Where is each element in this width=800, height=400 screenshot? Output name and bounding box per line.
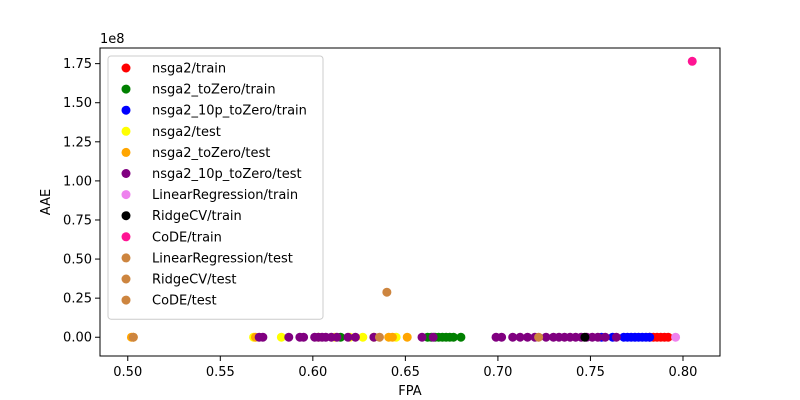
data-point-nsga2-10p-tozero-test [611, 332, 621, 342]
legend-box [107, 55, 324, 320]
data-point-nsga2-10p-tozero-test [541, 332, 551, 342]
legend-entry-label: RidgeCV/test [152, 273, 236, 288]
y-tick-label: 1.00 [63, 174, 92, 189]
data-point-linearregression-test [534, 332, 544, 342]
data-point-ridgecv-test [382, 287, 392, 297]
data-point-code-train [687, 56, 697, 66]
legend-marker [121, 169, 131, 178]
data-point-linearregression-train [671, 332, 681, 342]
x-tick-label: 0.55 [206, 365, 235, 380]
y-tick-label: 0.50 [63, 253, 92, 268]
y-tick-label: 0.00 [63, 331, 92, 346]
x-tick-label: 0.60 [298, 365, 327, 380]
y-tick-label: 0.75 [63, 213, 92, 228]
data-point-nsga2-10p-tozero-test [593, 332, 603, 342]
legend-entry-label: nsga2/train [152, 62, 226, 77]
x-tick-label: 0.70 [483, 365, 512, 380]
data-point-nsga2-tozero-train [456, 332, 466, 342]
x-tick-label: 0.80 [669, 365, 698, 380]
legend-marker [121, 274, 131, 284]
data-point-nsga2-10p-tozero-test [299, 332, 309, 342]
y-axis-label: AAE [39, 189, 54, 215]
data-point-nsga2-10p-tozero-train [645, 332, 655, 342]
legend-entry-label: RidgeCV/train [152, 209, 242, 224]
data-point-nsga2-10p-tozero-test [350, 332, 360, 342]
data-point-nsga2-tozero-train [448, 332, 458, 342]
data-point-nsga2-10p-tozero-test [258, 332, 268, 342]
legend-marker [121, 147, 131, 157]
legend-entry-label: nsga2/test [152, 125, 221, 140]
y-tick-label: 1.25 [63, 135, 92, 150]
data-point-nsga2-10p-tozero-test [343, 332, 353, 342]
legend-marker [121, 253, 131, 263]
x-tick-label: 0.50 [113, 365, 142, 380]
y-offset-label: 1e8 [100, 32, 125, 47]
data-point-nsga2-10p-tozero-test [428, 332, 438, 342]
data-point-nsga2-10p-tozero-test [508, 332, 518, 342]
data-point-nsga2-tozero-test [387, 332, 397, 342]
legend-entry-label: nsga2_toZero/test [152, 146, 270, 161]
x-tick-label: 0.65 [391, 365, 420, 380]
legend-marker [121, 105, 131, 115]
y-tick-label: 1.50 [63, 96, 92, 111]
x-axis-label: FPA [398, 384, 421, 399]
data-point-code-test [128, 332, 138, 342]
legend-marker [121, 232, 131, 242]
data-point-ridgecv-train [580, 332, 590, 342]
data-point-code-test [374, 332, 384, 342]
legend-entry-label: LinearRegression/train [152, 188, 298, 203]
y-axis: 0.00 0.25 0.50 0.75 1.00 1.25 1.50 1.75 [63, 57, 100, 346]
data-point-nsga2-10p-tozero-test [600, 332, 610, 342]
legend-entry-label: nsga2_toZero/train [152, 83, 276, 98]
legend-marker [121, 295, 131, 305]
data-point-nsga2-10p-tozero-test [515, 332, 525, 342]
legend-entry-label: LinearRegression/test [152, 251, 293, 266]
legend-entry-label: CoDE/train [152, 230, 222, 245]
data-point-nsga2-10p-tozero-test [284, 332, 294, 342]
data-point-nsga2-10p-tozero-test [523, 332, 533, 342]
data-point-nsga2-10p-tozero-test [497, 332, 507, 342]
y-tick-label: 1.75 [63, 57, 92, 72]
legend-marker [121, 84, 131, 94]
legend-marker [121, 126, 131, 136]
plot-frame [99, 47, 721, 357]
legend: nsga2/train nsga2_toZero/train nsga2_10p_t… [107, 55, 324, 320]
data-point-nsga2-train [663, 332, 673, 342]
x-axis: 0.50 0.55 0.60 0.65 0.70 0.75 0.80 [113, 356, 697, 380]
x-tick-label: 0.75 [576, 365, 605, 380]
data-point-nsga2-test [358, 332, 368, 342]
legend-entry-label: CoDE/test [152, 294, 217, 309]
legend-marker [121, 190, 131, 200]
data-point-nsga2-10p-tozero-test [332, 332, 342, 342]
data-point-nsga2-10p-tozero-test [417, 332, 427, 342]
legend-entry-label: nsga2_10p_toZero/train [152, 104, 307, 119]
data-point-nsga2-tozero-test [402, 332, 412, 342]
legend-marker [121, 63, 131, 73]
points-layer [126, 56, 697, 342]
legend-entry-label: nsga2_10p_toZero/test [152, 167, 302, 182]
legend-marker [121, 211, 131, 221]
y-tick-label: 0.25 [63, 292, 92, 307]
data-point-nsga2-test [276, 332, 286, 342]
